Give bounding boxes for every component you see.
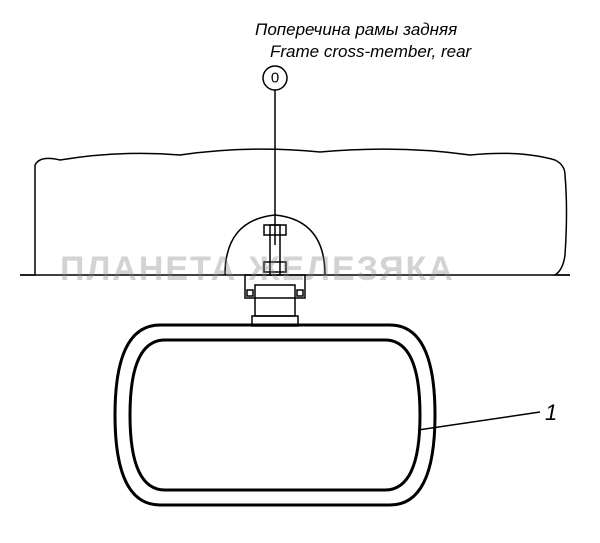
label-russian: Поперечина рамы задняя (255, 20, 457, 40)
frame-outline (20, 149, 570, 275)
bracket-hole-right (297, 290, 303, 296)
bracket-hole-left (247, 290, 253, 296)
label-english: Frame cross-member, rear (270, 42, 471, 62)
lamp-outer (115, 325, 435, 505)
bolt-nut (264, 262, 286, 272)
lamp-inner (130, 340, 420, 490)
callout-circle-label: 0 (271, 70, 279, 87)
bracket-top (245, 275, 305, 298)
part-number-label: 1 (545, 400, 557, 426)
bracket-mid (255, 298, 295, 316)
diagram-svg: 0 (0, 0, 600, 543)
